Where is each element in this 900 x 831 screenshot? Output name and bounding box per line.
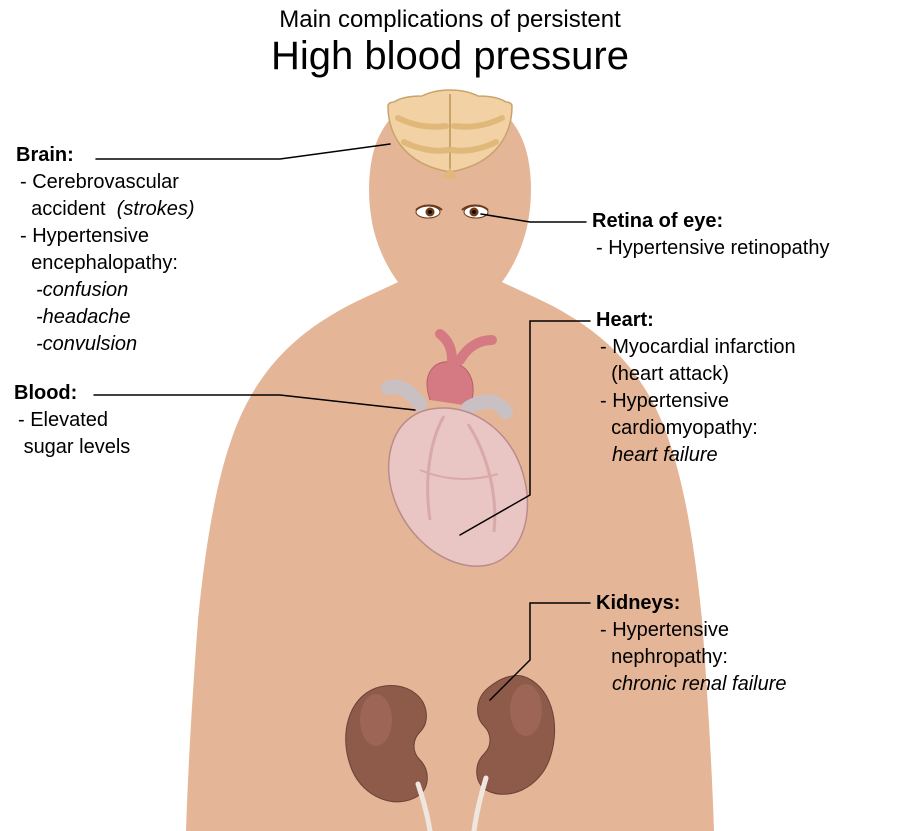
infographic-stage: Main complications of persistent High bl…	[0, 0, 900, 831]
label-brain: Brain: - Cerebrovascular accident (strok…	[16, 142, 276, 358]
label-heart-item-1: - Myocardial infarction (heart attack)	[600, 334, 896, 388]
label-retina: Retina of eye: - Hypertensive retinopath…	[592, 208, 892, 262]
label-blood: Blood: - Elevated sugar levels	[14, 380, 214, 461]
title-text: High blood pressure	[0, 34, 900, 79]
brain-organ	[388, 90, 512, 178]
label-retina-item-1: - Hypertensive retinopathy	[596, 235, 892, 262]
label-heart: Heart: - Myocardial infarction (heart at…	[596, 307, 896, 469]
label-kidneys: Kidneys: - Hypertensive nephropathy: chr…	[596, 590, 896, 698]
kidney-leader	[490, 603, 590, 700]
label-kidneys-header: Kidneys:	[596, 590, 896, 617]
subtitle-text: Main complications of persistent	[0, 6, 900, 34]
kidneys	[346, 676, 555, 831]
label-blood-item-1: - Elevated sugar levels	[18, 407, 214, 461]
eyes	[416, 206, 488, 219]
label-heart-header: Heart:	[596, 307, 896, 334]
label-heart-item-2: - Hypertensive cardiomyopathy: heart fai…	[600, 388, 896, 469]
label-brain-item-1: - Cerebrovascular accident (strokes)	[20, 169, 276, 223]
heart-leader	[460, 321, 590, 535]
retina-leader	[481, 214, 586, 222]
label-retina-header: Retina of eye:	[592, 208, 892, 235]
label-blood-header: Blood:	[14, 380, 214, 407]
right-eye	[462, 206, 488, 219]
heart-organ	[388, 334, 527, 566]
label-kidneys-item-1: - Hypertensive nephropathy: chronic rena…	[600, 617, 896, 698]
label-brain-header: Brain:	[16, 142, 276, 169]
left-eye	[416, 206, 442, 219]
title-block: Main complications of persistent High bl…	[0, 6, 900, 79]
label-brain-item-2: - Hypertensive encephalopathy: -confusio…	[20, 223, 276, 358]
